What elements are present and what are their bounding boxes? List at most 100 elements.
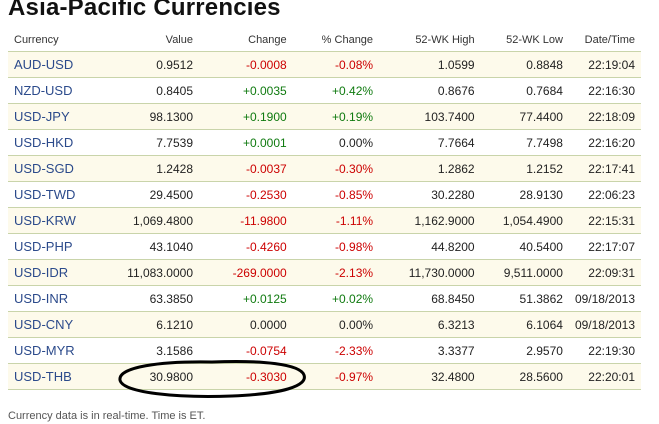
currency-link[interactable]: USD-HKD [14, 135, 74, 150]
cell-value-text: 1,069.4800 [132, 213, 193, 228]
cell-datetime: 22:17:07 [568, 233, 641, 260]
cell-52wk-low: 28.5600 [480, 363, 569, 390]
cell-value-text: 0.8405 [156, 83, 193, 98]
currency-link[interactable]: USD-TWD [14, 187, 76, 202]
table-row: USD-SGD 1.2428 -0.0037 -0.30% 1.2862 1.2152 22… [8, 155, 641, 182]
cell-pct-change: -0.30% [292, 155, 380, 182]
cell-52wk-low: 7.7498 [480, 129, 569, 156]
table-row: USD-THB 30.9800 -0.3030 -0.97% 32.4800 28.560… [8, 363, 641, 390]
cell-52wk-low-text: 77.4400 [519, 109, 563, 124]
column-header-52wk-high[interactable]: 52-WK High [379, 29, 481, 52]
currency-link[interactable]: USD-INR [14, 291, 69, 306]
cell-52wk-low-text: 7.7498 [526, 135, 563, 150]
cell-change-text: -269.0000 [232, 265, 287, 280]
cell-value-text: 6.1210 [156, 317, 193, 332]
cell-change-text: -0.0008 [245, 57, 287, 72]
cell-pct-change: -0.08% [292, 51, 380, 78]
cell-52wk-high-text: 11,730.0000 [408, 265, 475, 280]
column-header-52wk-low[interactable]: 52-WK Low [480, 29, 569, 52]
cell-datetime: 22:19:30 [568, 337, 641, 364]
column-header-pct-change[interactable]: % Change [292, 29, 380, 52]
cell-52wk-low-text: 1.2152 [526, 161, 563, 176]
cell-datetime-text: 22:09:31 [588, 265, 635, 280]
cell-52wk-low: 40.5400 [480, 233, 569, 260]
cell-52wk-low-text: 2.9570 [526, 343, 563, 358]
cell-change: -269.0000 [199, 259, 293, 286]
currency-link[interactable]: USD-JPY [14, 109, 70, 124]
cell-value-text: 43.1040 [149, 239, 193, 254]
cell-52wk-high: 30.2280 [379, 181, 481, 208]
currency-link[interactable]: USD-MYR [14, 343, 75, 358]
column-header-change[interactable]: Change [199, 29, 293, 52]
cell-52wk-high-text: 1.2862 [437, 161, 475, 176]
cell-change: +0.1900 [199, 103, 293, 130]
cell-value: 30.9800 [106, 363, 199, 390]
cell-value-text: 30.9800 [149, 369, 193, 384]
cell-value-text: 63.3850 [149, 291, 193, 306]
cell-change-text: +0.1900 [242, 109, 287, 124]
currency-link[interactable]: USD-IDR [14, 265, 69, 280]
cell-currency: AUD-USD [8, 51, 107, 78]
cell-52wk-high-text: 30.2280 [431, 187, 475, 202]
cell-datetime-text: 22:06:23 [588, 187, 635, 202]
cell-52wk-high: 1,162.9000 [379, 207, 481, 234]
cell-value: 0.9512 [106, 51, 199, 78]
cell-value: 1,069.4800 [106, 207, 199, 234]
cell-change-text: -11.9800 [240, 213, 287, 228]
cell-datetime: 22:19:04 [568, 51, 641, 78]
currency-link[interactable]: NZD-USD [14, 83, 73, 98]
cell-pct-change: 0.00% [292, 129, 380, 156]
cell-change-text: 0.0000 [249, 317, 287, 332]
cell-52wk-high: 32.4800 [379, 363, 481, 390]
cell-value-text: 3.1586 [156, 343, 193, 358]
cell-52wk-high: 44.8200 [379, 233, 481, 260]
column-header-currency[interactable]: Currency [8, 29, 107, 52]
cell-datetime: 22:06:23 [568, 181, 641, 208]
cell-pct-change-text: +0.19% [332, 109, 374, 124]
table-row: USD-CNY 6.1210 0.0000 0.00% 6.3213 6.1064 09/1… [8, 311, 641, 338]
currency-link[interactable]: USD-THB [14, 369, 72, 384]
table-row: USD-JPY 98.1300 +0.1900 +0.19% 103.7400 77.44… [8, 103, 641, 130]
cell-value: 98.1300 [106, 103, 199, 130]
cell-datetime-text: 22:19:30 [588, 343, 635, 358]
cell-52wk-high-text: 32.4800 [431, 369, 475, 384]
cell-change: 0.0000 [199, 311, 293, 338]
column-header-datetime[interactable]: Date/Time [568, 29, 641, 52]
cell-pct-change-text: -2.33% [335, 343, 374, 358]
cell-52wk-low-text: 6.1064 [526, 317, 563, 332]
currency-link[interactable]: USD-KRW [14, 213, 76, 228]
cell-currency: USD-SGD [8, 155, 107, 182]
cell-currency: USD-THB [8, 363, 107, 390]
cell-52wk-low-text: 0.7684 [526, 83, 563, 98]
currency-link[interactable]: USD-SGD [14, 161, 74, 176]
cell-52wk-high: 68.8450 [379, 285, 481, 312]
cell-52wk-high: 0.8676 [379, 77, 481, 104]
cell-pct-change: -0.98% [292, 233, 380, 260]
cell-value: 29.4500 [106, 181, 199, 208]
cell-datetime: 22:16:20 [568, 129, 641, 156]
cell-change-text: +0.0035 [242, 83, 287, 98]
currency-link[interactable]: AUD-USD [14, 57, 74, 72]
cell-pct-change-text: -0.30% [335, 161, 374, 176]
cell-52wk-high: 1.2862 [379, 155, 481, 182]
cell-52wk-low-text: 28.5600 [519, 369, 563, 384]
table-row: NZD-USD 0.8405 +0.0035 +0.42% 0.8676 0.7684 22… [8, 77, 641, 104]
currency-link[interactable]: USD-PHP [14, 239, 73, 254]
cell-value-text: 1.2428 [156, 161, 193, 176]
cell-datetime-text: 22:17:07 [588, 239, 635, 254]
cell-pct-change: -0.97% [292, 363, 380, 390]
column-header-value[interactable]: Value [106, 29, 199, 52]
cell-pct-change-text: -2.13% [335, 265, 374, 280]
cell-52wk-low: 9,511.0000 [480, 259, 569, 286]
cell-52wk-low: 0.8848 [480, 51, 569, 78]
cell-value: 7.7539 [106, 129, 199, 156]
cell-currency: USD-TWD [8, 181, 107, 208]
cell-value: 6.1210 [106, 311, 199, 338]
cell-datetime: 22:20:01 [568, 363, 641, 390]
cell-change: -0.2530 [199, 181, 293, 208]
cell-52wk-low: 77.4400 [480, 103, 569, 130]
cell-datetime-text: 22:20:01 [588, 369, 635, 384]
cell-52wk-low-text: 0.8848 [526, 57, 563, 72]
currency-link[interactable]: USD-CNY [14, 317, 74, 332]
table-row: AUD-USD 0.9512 -0.0008 -0.08% 1.0599 0.8848 22… [8, 51, 641, 78]
